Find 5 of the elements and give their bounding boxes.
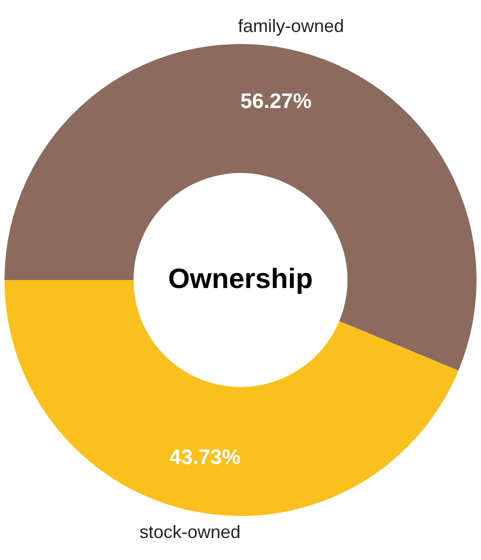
- data-label: 56.27%: [240, 90, 312, 114]
- slice-label: stock-owned: [139, 522, 241, 542]
- text: Ownership: [168, 263, 313, 294]
- slice-label: family-owned: [238, 16, 344, 36]
- data-label: 43.73%: [169, 446, 241, 469]
